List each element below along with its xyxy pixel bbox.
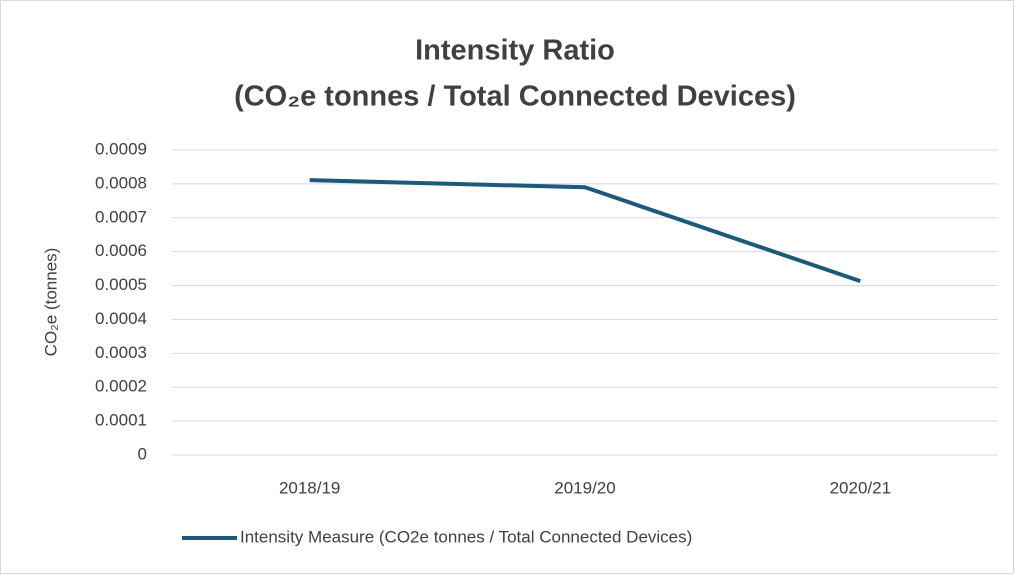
y-tick-label: 0.0004	[95, 309, 147, 328]
chart-title: Intensity Ratio	[415, 35, 615, 67]
chart-title: (CO₂e tonnes / Total Connected Devices)	[234, 81, 796, 113]
y-tick-label: 0.0009	[95, 139, 147, 158]
data-line	[309, 178, 861, 284]
x-tick-label: 2018/19	[279, 478, 340, 497]
y-tick-label: 0.0008	[95, 173, 147, 192]
y-tick-label: 0.0001	[95, 411, 147, 430]
x-tick-label: 2019/20	[554, 478, 615, 497]
y-tick-label: 0.0005	[95, 275, 147, 294]
y-tick-label: 0.0006	[95, 241, 147, 260]
legend-label: Intensity Measure (CO2e tonnes / Total C…	[240, 527, 692, 546]
y-tick-label: 0	[138, 444, 147, 463]
y-tick-label: 0.0007	[95, 207, 147, 226]
x-tick-label: 2020/21	[830, 478, 891, 497]
y-axis-label: CO₂e (tonnes)	[41, 248, 60, 357]
y-tick-label: 0.0003	[95, 343, 147, 362]
y-tick-label: 0.0002	[95, 377, 147, 396]
